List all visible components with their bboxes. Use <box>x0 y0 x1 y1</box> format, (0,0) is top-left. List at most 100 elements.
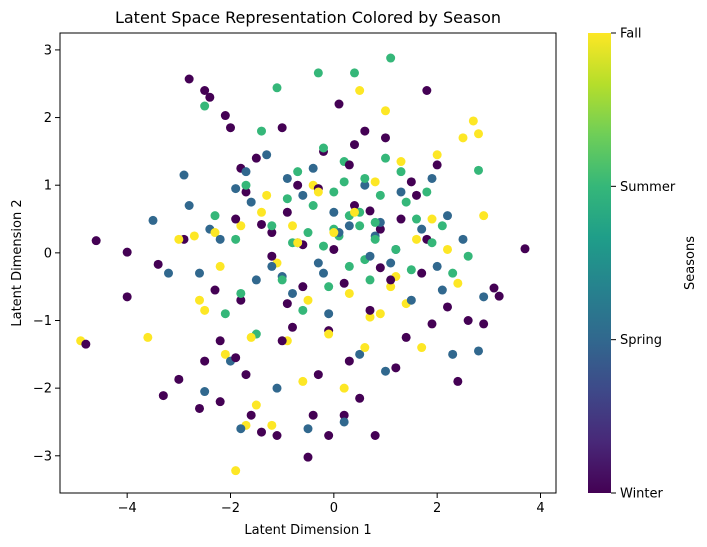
data-point-spring <box>381 366 390 376</box>
data-point-spring <box>432 261 442 271</box>
data-point-summer <box>463 251 473 261</box>
data-point-spring <box>164 268 173 278</box>
y-tick-label: 1 <box>44 179 52 194</box>
data-point-winter <box>396 214 406 224</box>
data-point-summer <box>308 201 318 210</box>
data-point-summer <box>350 68 359 78</box>
data-point-winter <box>200 86 210 95</box>
data-point-fall <box>468 116 478 126</box>
data-point-summer <box>412 214 421 224</box>
data-point-summer <box>406 265 416 275</box>
data-point-fall <box>251 400 261 410</box>
data-point-spring <box>417 224 427 234</box>
data-point-summer <box>277 275 287 285</box>
data-point-winter <box>246 410 256 420</box>
data-point-winter <box>479 319 489 329</box>
data-point-spring <box>200 387 210 397</box>
data-point-summer <box>344 261 354 271</box>
data-point-summer <box>319 241 328 251</box>
data-point-spring <box>267 261 277 271</box>
data-point-summer <box>267 221 277 231</box>
y-tick-label: −3 <box>33 449 52 464</box>
data-point-spring <box>298 190 308 200</box>
x-tick-label: 0 <box>330 501 338 516</box>
data-point-summer <box>370 234 380 244</box>
data-point-winter <box>288 322 297 332</box>
data-point-winter <box>231 214 241 224</box>
data-point-spring <box>246 197 256 207</box>
y-tick-label: 3 <box>44 43 52 58</box>
data-point-winter <box>334 99 344 109</box>
data-point-winter <box>81 339 91 349</box>
x-tick-label: 2 <box>433 501 441 516</box>
plot-area <box>60 33 556 493</box>
data-point-fall <box>189 231 199 241</box>
data-point-winter <box>200 356 210 366</box>
data-point-winter <box>339 410 349 420</box>
data-point-summer <box>257 126 266 136</box>
data-point-fall <box>195 295 204 305</box>
data-point-winter <box>215 336 225 346</box>
data-point-winter <box>412 190 421 200</box>
data-point-fall <box>303 295 313 305</box>
data-point-winter <box>391 363 401 373</box>
data-point-winter <box>381 133 390 143</box>
data-point-spring <box>231 184 241 194</box>
data-point-fall <box>412 234 421 244</box>
data-point-summer <box>386 53 396 63</box>
data-point-summer <box>391 244 401 254</box>
data-point-spring <box>360 180 370 190</box>
y-tick-label: 2 <box>44 111 52 126</box>
data-point-fall <box>298 376 308 386</box>
data-point-summer <box>200 101 210 111</box>
y-tick-label: 0 <box>44 246 52 261</box>
data-point-winter <box>220 111 230 121</box>
data-point-spring <box>179 170 189 180</box>
data-point-winter <box>184 74 194 84</box>
data-point-summer <box>303 228 313 238</box>
data-point-fall <box>231 466 241 476</box>
data-point-spring <box>344 221 354 231</box>
colorbar-tick-label: Fall <box>620 27 641 42</box>
data-point-winter <box>432 160 442 170</box>
y-axis-label: Latent Dimension 2 <box>10 199 25 326</box>
data-point-winter <box>494 291 504 301</box>
data-point-winter <box>251 153 261 163</box>
data-point-winter <box>226 123 235 133</box>
data-point-winter <box>313 370 323 380</box>
data-point-summer <box>319 143 328 153</box>
data-point-winter <box>375 224 385 234</box>
colorbar-ticks: Winter Spring Summer Fall <box>611 27 676 502</box>
data-point-fall <box>355 86 365 95</box>
data-point-summer <box>474 165 483 175</box>
data-point-spring <box>251 275 261 285</box>
data-point-spring <box>241 167 251 177</box>
data-point-spring <box>282 173 292 183</box>
data-point-summer <box>339 177 349 187</box>
data-point-summer <box>448 268 458 278</box>
data-point-spring <box>479 292 489 302</box>
x-axis-label: Latent Dimension 1 <box>244 523 371 538</box>
data-point-summer <box>220 309 230 319</box>
data-point-spring <box>427 173 437 183</box>
data-point-winter <box>355 393 365 403</box>
data-point-winter <box>329 244 339 254</box>
data-point-fall <box>396 157 406 167</box>
x-tick-label: −2 <box>221 501 240 516</box>
data-point-winter <box>386 275 396 285</box>
data-point-winter <box>365 305 375 315</box>
data-point-summer <box>370 217 380 227</box>
data-point-fall <box>143 332 153 342</box>
data-point-summer <box>329 187 339 197</box>
data-point-spring <box>272 383 282 393</box>
data-point-spring <box>355 349 365 359</box>
data-point-winter <box>298 282 308 292</box>
data-point-fall <box>215 261 225 271</box>
data-point-fall <box>458 133 468 143</box>
data-point-winter <box>417 268 427 278</box>
data-point-winter <box>282 299 292 309</box>
data-point-winter <box>241 370 251 380</box>
data-point-winter <box>174 374 184 384</box>
data-point-spring <box>288 288 297 298</box>
data-point-winter <box>443 302 452 312</box>
